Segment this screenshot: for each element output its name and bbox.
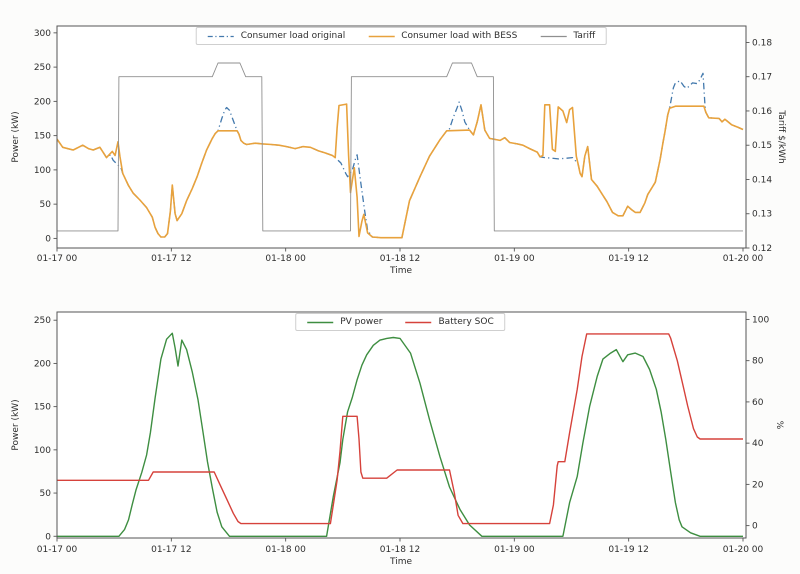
y-left-tick-label: 50: [40, 200, 52, 210]
series-consumer-load-with-bess: [56, 103, 744, 239]
x-tick-label: 01-19 00: [494, 254, 535, 264]
legend-item-tariff: Tariff: [539, 31, 595, 41]
x-tick-label: 01-18 00: [265, 254, 306, 264]
load-tariff-chart: 01-17 00 01-17 12 01-18 00 01-18 12 01-19 00…: [34, 25, 772, 264]
y-right-tick-label: 20: [752, 480, 764, 490]
y-left-tick-label: 200: [34, 97, 51, 107]
y-right-tick-label: 0.13: [752, 210, 772, 220]
x-tick-label: 01-19 00: [494, 545, 535, 555]
y-left-tick-label: 100: [34, 166, 51, 176]
y-left-tick-label: 0: [45, 234, 51, 244]
bottom-left-axis-title: Power (kW): [11, 399, 21, 451]
legend-line-sample: [307, 321, 334, 323]
legend-item-consumer-load-original: Consumer load original: [207, 31, 346, 41]
pv-soc-chart: 01-17 00 01-17 12 01-18 00 01-18 12 01-19 00…: [34, 311, 769, 555]
y-right-tick-label: 0.12: [752, 244, 772, 254]
legend-item-consumer-load-with-bess: Consumer load with BESS: [367, 31, 517, 41]
y-right-tick-label: 80: [752, 357, 764, 367]
axes-box: [56, 311, 747, 539]
legend-label: PV power: [340, 317, 383, 327]
bottom-right-axis-title: %: [774, 420, 784, 430]
y-left-tick-label: 200: [34, 359, 51, 369]
legend-pv-soc: PV power Battery SOC: [295, 313, 505, 331]
x-tick-label: 01-17 12: [151, 545, 191, 555]
x-tick-label: 01-18 00: [265, 545, 306, 555]
legend-line-sample: [207, 35, 234, 37]
legend-item-pv-power: PV power: [306, 317, 383, 327]
y-left-tick-label: 250: [34, 316, 51, 326]
legend-label: Consumer load original: [240, 31, 346, 41]
series-pv-power: [57, 332, 743, 537]
y-left-tick-label: 250: [34, 63, 51, 73]
y-right-tick-label: 0.18: [752, 38, 772, 48]
x-tick-label: 01-17 00: [37, 545, 78, 555]
x-tick-label: 01-19 12: [608, 254, 648, 264]
x-tick-label: 01-18 12: [380, 545, 420, 555]
y-left-tick-label: 300: [34, 29, 51, 39]
legend-load-tariff: Consumer load original Consumer load with…: [195, 27, 607, 45]
x-tick-label: 01-20 00: [723, 254, 764, 264]
legend-item-battery-soc: Battery SOC: [405, 317, 494, 327]
legend-line-sample: [368, 35, 395, 37]
y-left-tick-label: 150: [34, 403, 51, 413]
legend-line-sample: [540, 35, 567, 37]
y-right-tick-label: 0.16: [752, 107, 772, 117]
top-x-axis-title: Time: [389, 266, 413, 276]
series-battery-soc: [57, 333, 743, 525]
y-right-tick-label: 0.15: [752, 141, 772, 151]
y-right-tick-label: 0: [752, 522, 758, 532]
y-right-tick-label: 0.14: [752, 175, 772, 185]
top-left-axis-title: Power (kW): [11, 111, 21, 163]
x-tick-label: 01-18 12: [380, 254, 420, 264]
x-tick-label: 01-17 12: [151, 254, 191, 264]
x-tick-label: 01-20 00: [723, 545, 764, 555]
axes-box: [56, 25, 747, 249]
legend-label: Consumer load with BESS: [401, 31, 518, 41]
y-right-tick-label: 0.17: [752, 73, 772, 83]
x-tick-label: 01-19 12: [608, 545, 648, 555]
y-right-tick-label: 40: [752, 439, 764, 449]
y-left-tick-label: 0: [45, 532, 51, 542]
y-right-tick-label: 100: [752, 315, 769, 325]
y-left-tick-label: 50: [40, 489, 52, 499]
legend-label: Battery SOC: [438, 317, 494, 327]
bottom-x-axis-title: Time: [389, 557, 413, 567]
series-tariff: [57, 62, 743, 232]
x-tick-label: 01-17 00: [37, 254, 78, 264]
y-left-tick-label: 150: [34, 132, 51, 142]
top-right-axis-title: Tariff $/kWh: [776, 110, 786, 164]
y-right-tick-label: 60: [752, 398, 764, 408]
legend-line-sample: [405, 321, 432, 323]
legend-label: Tariff: [573, 31, 596, 41]
y-left-tick-label: 100: [34, 446, 51, 456]
